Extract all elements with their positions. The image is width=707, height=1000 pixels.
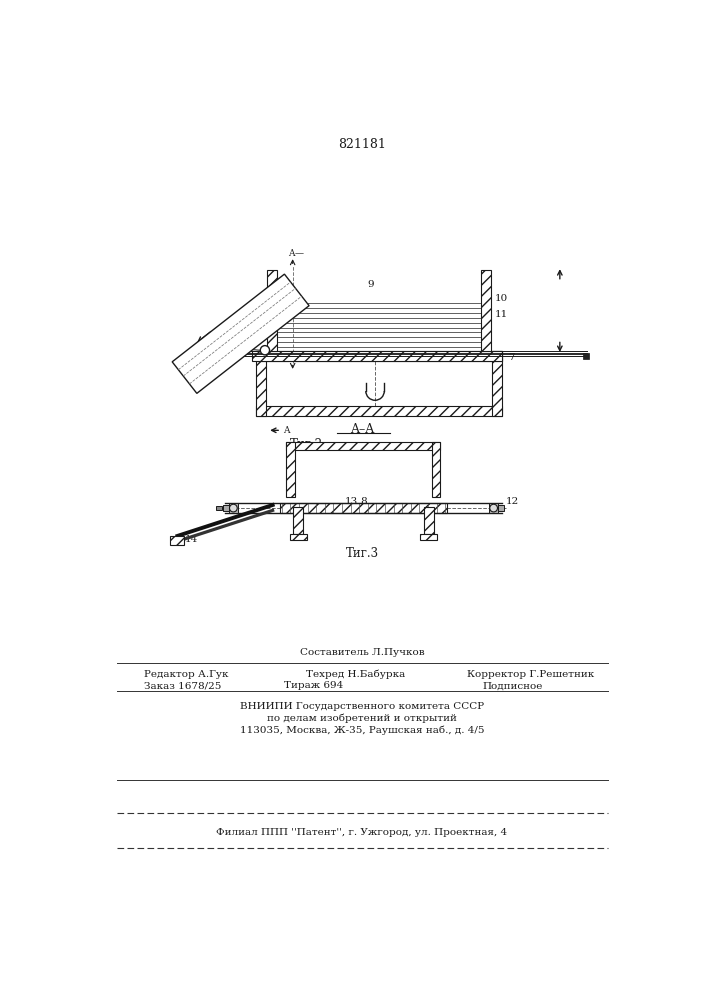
Text: 14: 14 (185, 535, 199, 544)
Text: ·: · (287, 437, 291, 451)
Text: 11: 11 (494, 310, 508, 319)
Bar (583, 353, 589, 359)
Polygon shape (173, 274, 309, 393)
Bar (229, 503, 238, 513)
Bar (295, 450, 432, 497)
Bar (256, 351, 266, 416)
Bar (492, 351, 502, 416)
Bar (266, 361, 492, 406)
Text: A–A: A–A (350, 423, 374, 436)
Bar (267, 270, 277, 351)
Text: Заказ 1678/25: Заказ 1678/25 (144, 681, 221, 690)
Bar (421, 534, 438, 540)
Text: Τиг.3: Τиг.3 (346, 547, 378, 560)
Bar (256, 351, 502, 361)
Circle shape (230, 504, 238, 512)
Text: 10: 10 (494, 294, 508, 303)
Bar (293, 507, 303, 534)
Bar (481, 270, 491, 351)
Text: —: — (294, 249, 303, 258)
Bar (489, 503, 498, 513)
Bar (281, 503, 447, 513)
Bar (252, 351, 502, 361)
Bar (216, 506, 222, 510)
Text: 113035, Москва, Ж-35, Раушская наб., д. 4/5: 113035, Москва, Ж-35, Раушская наб., д. … (240, 725, 484, 735)
Text: Техред Н.Бабурка: Техред Н.Бабурка (305, 670, 405, 679)
Text: Тираж 694: Тираж 694 (284, 681, 343, 690)
Text: Подписное: Подписное (483, 681, 543, 690)
Text: Составитель Л.Пучков: Составитель Л.Пучков (300, 648, 424, 657)
Bar (423, 507, 434, 534)
Bar (286, 442, 440, 450)
Text: Корректор Г.Решетник: Корректор Г.Решетник (467, 670, 595, 679)
Circle shape (260, 346, 269, 355)
Text: ВНИИПИ Государственного комитета СССР: ВНИИПИ Государственного комитета СССР (240, 702, 484, 711)
Text: A: A (283, 426, 289, 435)
Text: 7: 7 (508, 353, 515, 362)
Text: 8: 8 (234, 344, 241, 353)
Text: Редактор А.Гук: Редактор А.Гук (144, 670, 228, 679)
Bar (290, 534, 307, 540)
Text: 9: 9 (368, 280, 374, 289)
Circle shape (490, 504, 498, 512)
Bar (286, 442, 295, 497)
Text: Филиал ППП ''Патент'', г. Ужгород, ул. Проектная, 4: Филиал ППП ''Патент'', г. Ужгород, ул. П… (216, 828, 508, 837)
Text: по делам изобретений и открытий: по делам изобретений и открытий (267, 714, 457, 723)
Text: 13: 13 (345, 497, 358, 506)
Bar (498, 505, 504, 511)
Bar (170, 536, 184, 545)
Bar (223, 505, 229, 511)
Bar (432, 442, 440, 497)
Text: 12: 12 (506, 497, 519, 506)
Bar (256, 406, 502, 416)
Text: Τиг.2: Τиг.2 (291, 438, 323, 451)
Text: A: A (288, 249, 295, 258)
Text: 8: 8 (361, 497, 367, 506)
Text: 821181: 821181 (338, 138, 386, 151)
